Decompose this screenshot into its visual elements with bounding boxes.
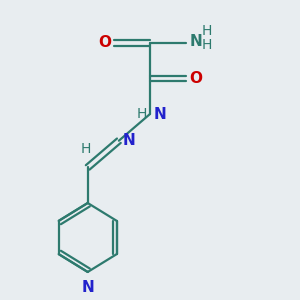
Text: N: N bbox=[122, 133, 135, 148]
Text: N: N bbox=[153, 106, 166, 122]
Text: H: H bbox=[80, 142, 91, 156]
Text: H: H bbox=[202, 38, 212, 52]
Text: N: N bbox=[81, 280, 94, 295]
Text: O: O bbox=[189, 71, 202, 86]
Text: O: O bbox=[98, 35, 111, 50]
Text: N: N bbox=[190, 34, 203, 49]
Text: H: H bbox=[136, 107, 147, 121]
Text: H: H bbox=[202, 24, 212, 38]
